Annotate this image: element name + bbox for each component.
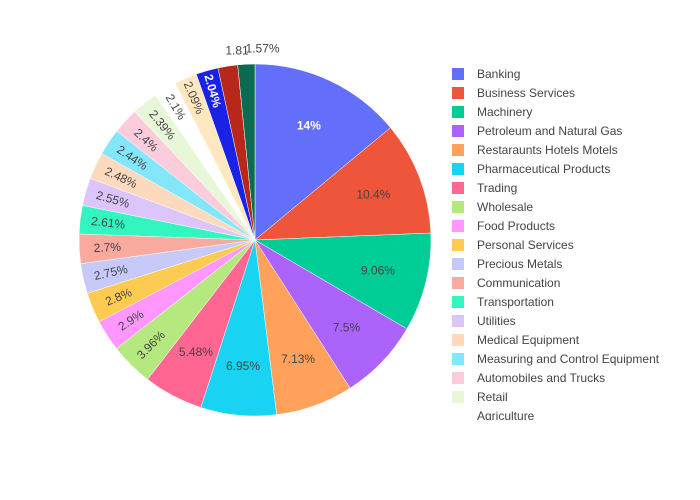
legend-swatch	[452, 296, 464, 308]
legend-label: Food Products	[477, 219, 555, 233]
legend-item[interactable]: Retail	[452, 390, 508, 404]
slice-label: 6.95%	[226, 359, 260, 373]
legend-item[interactable]: Transportation	[452, 295, 554, 309]
slice-label: 5.48%	[179, 345, 213, 359]
legend-swatch	[452, 315, 464, 327]
legend-swatch	[452, 125, 464, 137]
legend-label: Pharmaceutical Products	[477, 162, 610, 176]
legend-swatch	[452, 201, 464, 213]
legend-swatch	[452, 182, 464, 194]
legend-label: Medical Equipment	[477, 333, 580, 347]
slice-label: 1.81	[225, 43, 249, 57]
legend-swatch	[452, 163, 464, 175]
legend-item[interactable]: Measuring and Control Equipment	[452, 352, 660, 366]
legend-label: Personal Services	[477, 238, 574, 252]
legend-label: Automobiles and Trucks	[477, 371, 605, 385]
legend-swatch	[452, 353, 464, 365]
legend-label: Machinery	[477, 105, 532, 119]
legend-item[interactable]: Wholesale	[452, 200, 533, 214]
legend-swatch	[452, 258, 464, 270]
legend-item[interactable]: Trading	[452, 181, 517, 195]
slice-label: 2.61%	[90, 214, 126, 232]
legend[interactable]: Banking Business Services Machinery Petrole…	[452, 67, 660, 423]
legend-item[interactable]: Pharmaceutical Products	[452, 162, 610, 176]
legend-swatch	[452, 220, 464, 232]
legend-label: Restaraunts Hotels Motels	[477, 143, 618, 157]
legend-label: Business Services	[477, 86, 575, 100]
pie-slices	[78, 63, 432, 417]
legend-item[interactable]: Food Products	[452, 219, 555, 233]
legend-item[interactable]: Agriculture	[452, 409, 535, 423]
legend-swatch	[452, 68, 464, 80]
slice-label: 9.06%	[361, 264, 395, 278]
legend-swatch	[452, 372, 464, 384]
slice-label: 1.57%	[246, 41, 280, 55]
legend-swatch	[452, 277, 464, 289]
legend-item[interactable]: Machinery	[452, 105, 532, 119]
legend-label: Banking	[477, 67, 520, 81]
legend-item[interactable]: Communication	[452, 276, 560, 290]
legend-swatch	[452, 239, 464, 251]
legend-item[interactable]: Utilities	[452, 314, 516, 328]
legend-label: Trading	[477, 181, 517, 195]
legend-item[interactable]: Precious Metals	[452, 257, 562, 271]
legend-swatch	[452, 410, 464, 420]
slice-label: 14%	[297, 118, 321, 132]
legend-swatch	[452, 87, 464, 99]
legend-item[interactable]: Business Services	[452, 86, 575, 100]
pie-slice-0[interactable]	[254, 63, 391, 241]
legend-label: Retail	[477, 390, 508, 404]
slice-label: 7.13%	[281, 352, 315, 366]
legend-item[interactable]: Petroleum and Natural Gas	[452, 124, 622, 138]
legend-item[interactable]: Banking	[452, 67, 520, 81]
legend-label: Wholesale	[477, 200, 533, 214]
legend-label: Communication	[477, 276, 560, 290]
slice-label: 7.5%	[333, 321, 361, 335]
pie-slice-22[interactable]	[237, 63, 256, 241]
legend-item[interactable]: Medical Equipment	[452, 333, 580, 347]
pie-slice-1[interactable]	[254, 127, 432, 241]
legend-swatch	[452, 334, 464, 346]
legend-label: Petroleum and Natural Gas	[477, 124, 622, 138]
pie-slice-2[interactable]	[254, 232, 432, 330]
legend-swatch	[452, 391, 464, 403]
slice-label: 10.4%	[356, 188, 390, 202]
slice-label: 2.7%	[93, 240, 121, 255]
legend-label: Transportation	[477, 295, 554, 309]
legend-label: Precious Metals	[477, 257, 562, 271]
legend-label: Utilities	[477, 314, 516, 328]
legend-swatch	[452, 144, 464, 156]
legend-item[interactable]: Automobiles and Trucks	[452, 371, 605, 385]
legend-item[interactable]: Personal Services	[452, 238, 574, 252]
legend-label: Measuring and Control Equipment	[477, 352, 660, 366]
legend-swatch	[452, 106, 464, 118]
legend-label: Agriculture	[477, 409, 535, 423]
legend-item[interactable]: Restaraunts Hotels Motels	[452, 143, 618, 157]
